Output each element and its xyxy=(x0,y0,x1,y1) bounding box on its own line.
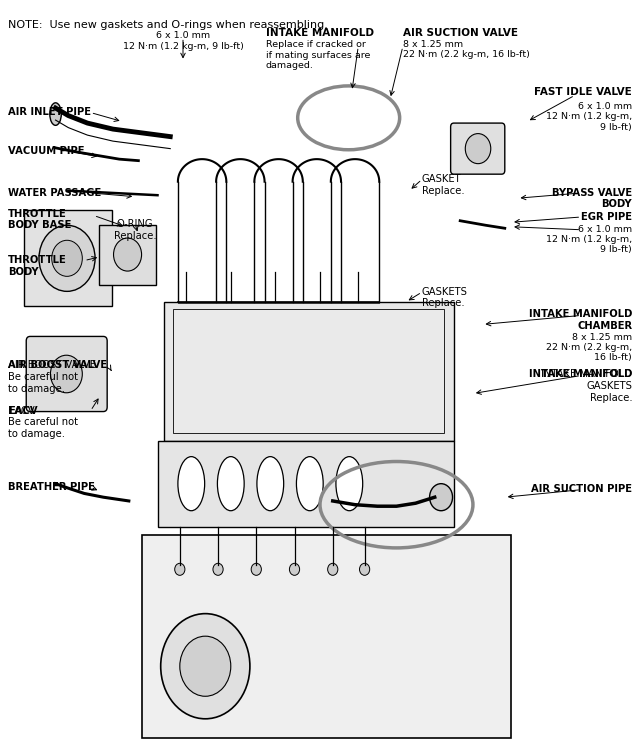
Text: BREATHER PIPE: BREATHER PIPE xyxy=(8,482,95,492)
FancyBboxPatch shape xyxy=(24,210,112,306)
Text: GASKETS
Replace.: GASKETS Replace. xyxy=(422,287,468,308)
Text: 6 x 1.0 mm
12 N·m (1.2 kg-m,
9 lb-ft): 6 x 1.0 mm 12 N·m (1.2 kg-m, 9 lb-ft) xyxy=(546,102,632,132)
Circle shape xyxy=(429,483,452,510)
Text: 6 x 1.0 mm
12 N·m (1.2 kg-m,
9 lb-ft): 6 x 1.0 mm 12 N·m (1.2 kg-m, 9 lb-ft) xyxy=(546,225,632,254)
Circle shape xyxy=(175,563,185,575)
Text: AIR BOOST VALVE
Be careful not
to damage.: AIR BOOST VALVE Be careful not to damage… xyxy=(8,360,96,394)
Circle shape xyxy=(465,133,491,164)
Text: 8 x 1.25 mm
22 N·m (2.2 kg-m,
16 lb-ft): 8 x 1.25 mm 22 N·m (2.2 kg-m, 16 lb-ft) xyxy=(546,333,632,363)
Text: VACUUM PIPE: VACUUM PIPE xyxy=(8,146,84,155)
Text: EACV: EACV xyxy=(8,406,37,415)
Text: 6 x 1.0 mm
12 N·m (1.2 kg-m, 9 lb-ft): 6 x 1.0 mm 12 N·m (1.2 kg-m, 9 lb-ft) xyxy=(122,32,243,51)
FancyBboxPatch shape xyxy=(99,225,156,284)
Text: THROTTLE
BODY BASE: THROTTLE BODY BASE xyxy=(8,209,71,230)
FancyBboxPatch shape xyxy=(173,309,444,434)
FancyBboxPatch shape xyxy=(26,336,107,412)
Text: AIR INLET PIPE: AIR INLET PIPE xyxy=(8,106,91,117)
Circle shape xyxy=(360,563,370,575)
Text: BYPASS VALVE
BODY: BYPASS VALVE BODY xyxy=(552,188,632,210)
Text: GASKET
Replace.: GASKET Replace. xyxy=(422,174,465,196)
Ellipse shape xyxy=(257,457,284,510)
FancyBboxPatch shape xyxy=(164,302,454,441)
Text: INTAKE MANIFOLD: INTAKE MANIFOLD xyxy=(266,28,374,38)
Text: O-RING
Replace.: O-RING Replace. xyxy=(114,219,157,241)
Circle shape xyxy=(39,225,95,291)
Circle shape xyxy=(51,355,83,393)
Text: INTAKE MANIFOLD
CHAMBER: INTAKE MANIFOLD CHAMBER xyxy=(529,309,632,331)
Ellipse shape xyxy=(50,103,61,125)
Circle shape xyxy=(113,238,141,271)
Ellipse shape xyxy=(218,457,244,510)
FancyBboxPatch shape xyxy=(157,441,454,527)
Text: AIR SUCTION PIPE: AIR SUCTION PIPE xyxy=(531,483,632,494)
Text: 8 x 1.25 mm
22 N·m (2.2 kg-m, 16 lb-ft): 8 x 1.25 mm 22 N·m (2.2 kg-m, 16 lb-ft) xyxy=(403,40,530,59)
Text: INTAKE MANIFOLD
GASKETS
Replace.: INTAKE MANIFOLD GASKETS Replace. xyxy=(541,369,632,403)
Circle shape xyxy=(180,636,231,696)
Circle shape xyxy=(251,563,261,575)
Text: Replace if cracked or
if mating surfaces are
damaged.: Replace if cracked or if mating surfaces… xyxy=(266,41,370,70)
Text: AIR SUCTION VALVE: AIR SUCTION VALVE xyxy=(403,28,518,38)
Ellipse shape xyxy=(178,457,205,510)
Circle shape xyxy=(52,241,83,276)
Text: FAST IDLE VALVE: FAST IDLE VALVE xyxy=(534,87,632,97)
Text: EGR PIPE: EGR PIPE xyxy=(581,212,632,222)
Text: WATER PASSAGE: WATER PASSAGE xyxy=(8,188,101,198)
Circle shape xyxy=(161,614,250,719)
FancyBboxPatch shape xyxy=(141,535,511,737)
Ellipse shape xyxy=(336,457,363,510)
Text: INTAKE MANIFOLD: INTAKE MANIFOLD xyxy=(529,369,632,379)
Circle shape xyxy=(289,563,300,575)
Text: THROTTLE
BODY: THROTTLE BODY xyxy=(8,256,67,277)
Text: AIR BOOST VALVE: AIR BOOST VALVE xyxy=(8,360,107,370)
Circle shape xyxy=(213,563,223,575)
Ellipse shape xyxy=(296,457,323,510)
Text: EACV
Be careful not
to damage.: EACV Be careful not to damage. xyxy=(8,406,78,439)
Circle shape xyxy=(328,563,338,575)
Text: NOTE:  Use new gaskets and O-rings when reassembling.: NOTE: Use new gaskets and O-rings when r… xyxy=(8,20,328,30)
FancyBboxPatch shape xyxy=(451,123,505,174)
